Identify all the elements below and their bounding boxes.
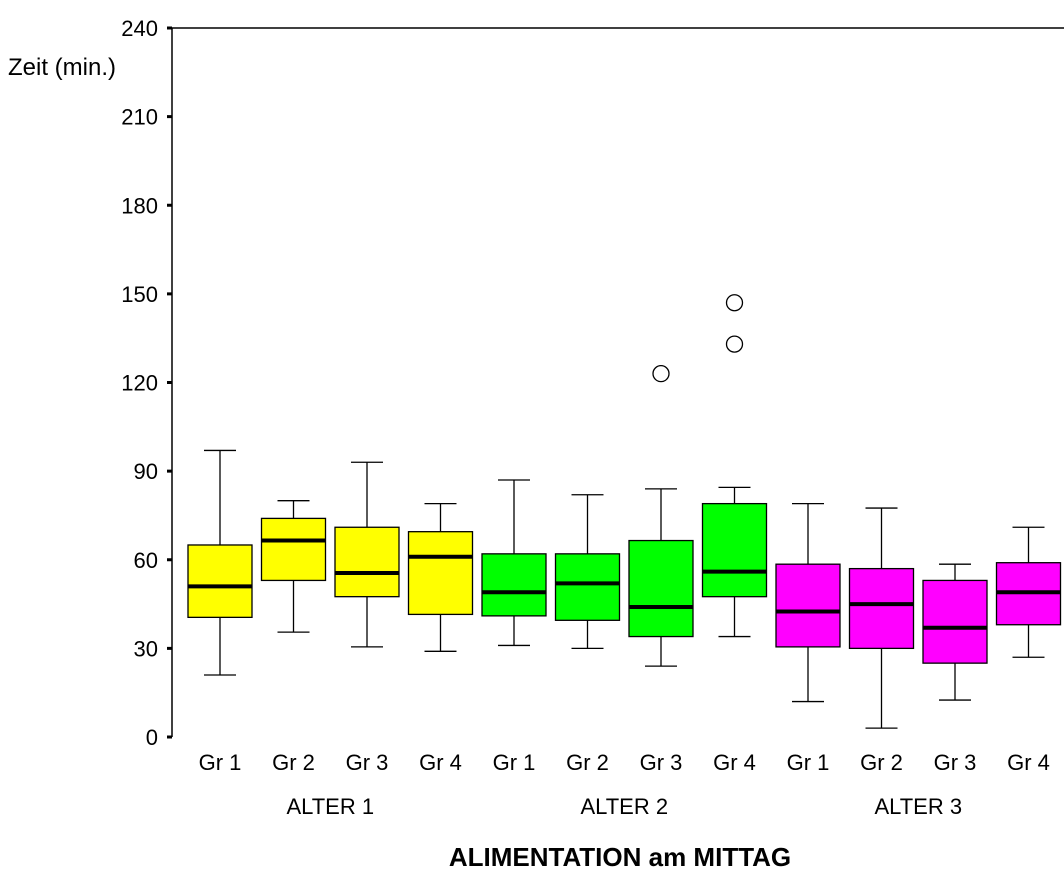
box-12: [995, 526, 1062, 658]
box-8: [701, 294, 768, 638]
iqr-box: [701, 502, 768, 598]
y-tick-label: 240: [121, 16, 158, 41]
box-1: [187, 449, 253, 676]
x-tick-label: Gr 1: [493, 750, 536, 775]
box-11: [922, 563, 988, 701]
x-tick-label: Gr 1: [787, 750, 830, 775]
x-tick-label: Gr 3: [934, 750, 977, 775]
y-tick-label: 60: [134, 548, 158, 573]
box-9: [775, 502, 841, 703]
x-tick-label: Gr 2: [566, 750, 609, 775]
box-3: [334, 461, 400, 648]
box-6: [554, 494, 621, 650]
y-tick-label: 210: [121, 105, 158, 130]
group-label: ALTER 3: [874, 794, 962, 819]
y-tick-label: 90: [134, 459, 158, 484]
x-tick-label: Gr 2: [860, 750, 903, 775]
boxes: [187, 294, 1062, 729]
x-tick-label: Gr 2: [272, 750, 315, 775]
iqr-box: [187, 544, 253, 619]
outlier-point: [725, 294, 744, 312]
box-10: [848, 507, 915, 729]
x-axis-title: ALIMENTATION am MITTAG: [449, 842, 791, 869]
group-labels: ALTER 1 ALTER 2 ALTER 3: [286, 794, 962, 819]
y-ticks: 0 30 60 90 120 150 180 210 240: [121, 16, 172, 750]
iqr-box: [628, 539, 694, 638]
iqr-box: [848, 567, 915, 650]
outlier-point: [652, 364, 670, 383]
y-tick-label: 0: [146, 725, 158, 750]
x-ticks: Gr 1 Gr 2 Gr 3 Gr 4 Gr 1 Gr 2 Gr 3 Gr 4 Gr 1 Gr 2…: [199, 750, 1050, 775]
iqr-box: [334, 526, 400, 598]
x-tick-label: Gr 4: [1007, 750, 1050, 775]
iqr-box: [407, 531, 474, 616]
iqr-box: [481, 553, 547, 617]
box-7: [628, 364, 694, 667]
iqr-box: [922, 579, 988, 664]
x-tick-label: Gr 4: [419, 750, 462, 775]
box-5: [481, 479, 547, 647]
outlier-point: [725, 335, 744, 353]
iqr-box: [554, 553, 621, 621]
x-tick-label: Gr 3: [346, 750, 389, 775]
y-tick-label: 180: [121, 193, 158, 218]
x-tick-label: Gr 3: [640, 750, 683, 775]
group-label: ALTER 2: [580, 794, 668, 819]
box-4: [407, 502, 474, 652]
x-tick-label: Gr 4: [713, 750, 756, 775]
y-tick-label: 30: [134, 636, 158, 661]
box-2: [260, 500, 327, 633]
iqr-box: [260, 517, 327, 582]
group-label: ALTER 1: [286, 794, 374, 819]
iqr-box: [775, 563, 841, 648]
y-tick-label: 150: [121, 282, 158, 307]
x-tick-label: Gr 1: [199, 750, 242, 775]
y-axis-label: Zeit (min.): [8, 54, 116, 81]
y-tick-label: 120: [121, 371, 158, 396]
